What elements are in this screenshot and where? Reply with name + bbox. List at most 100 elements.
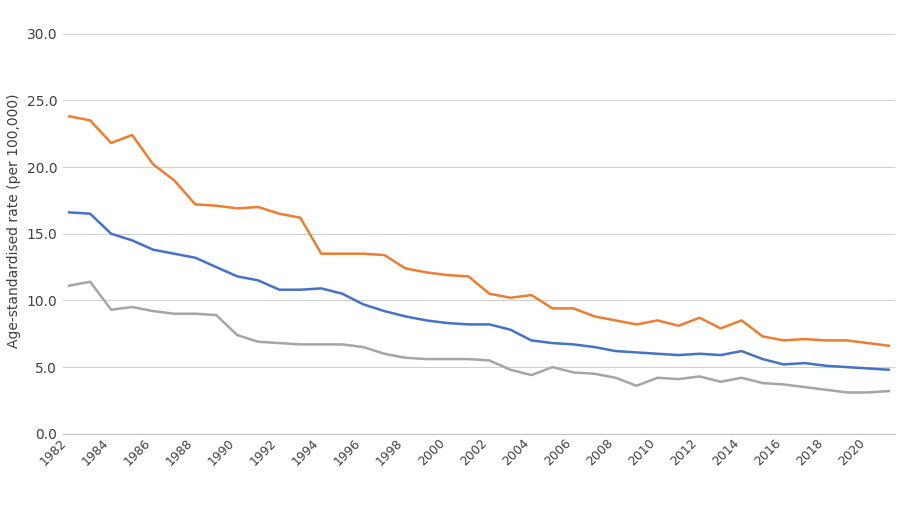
Females bbox=[526, 372, 537, 378]
Y-axis label: Age-standardised rate (per 100,000): Age-standardised rate (per 100,000) bbox=[7, 93, 21, 348]
Males bbox=[589, 313, 600, 320]
Females bbox=[610, 375, 621, 381]
Females bbox=[85, 279, 96, 285]
Males bbox=[799, 336, 810, 342]
Females bbox=[64, 282, 75, 289]
Females bbox=[189, 311, 200, 317]
Males bbox=[211, 203, 222, 209]
Persons bbox=[64, 209, 75, 215]
Males bbox=[820, 337, 831, 343]
Persons bbox=[820, 362, 831, 369]
Females bbox=[568, 369, 579, 376]
Males bbox=[400, 265, 410, 271]
Persons bbox=[862, 365, 873, 371]
Persons bbox=[652, 351, 663, 357]
Females bbox=[715, 379, 726, 385]
Females bbox=[463, 356, 474, 362]
Males bbox=[842, 337, 852, 343]
Females bbox=[548, 364, 558, 370]
Females bbox=[842, 389, 852, 396]
Males bbox=[337, 251, 348, 257]
Persons bbox=[232, 273, 243, 279]
Line: Females: Females bbox=[69, 282, 888, 393]
Females bbox=[883, 388, 894, 394]
Females bbox=[253, 339, 263, 345]
Persons bbox=[189, 254, 200, 261]
Persons bbox=[253, 277, 263, 284]
Females bbox=[652, 375, 663, 381]
Females bbox=[169, 311, 179, 317]
Persons bbox=[842, 364, 852, 370]
Females bbox=[505, 367, 516, 373]
Males bbox=[778, 337, 789, 343]
Line: Males: Males bbox=[69, 116, 888, 346]
Males bbox=[673, 323, 684, 329]
Males bbox=[295, 215, 306, 221]
Males bbox=[736, 317, 747, 324]
Females bbox=[820, 387, 831, 393]
Persons bbox=[695, 351, 705, 357]
Line: Persons: Persons bbox=[69, 212, 888, 370]
Females bbox=[589, 371, 600, 377]
Persons bbox=[715, 352, 726, 358]
Persons bbox=[463, 321, 474, 327]
Males bbox=[274, 211, 285, 217]
Persons bbox=[274, 287, 285, 293]
Persons bbox=[442, 320, 453, 326]
Females bbox=[316, 341, 327, 348]
Females bbox=[106, 307, 116, 313]
Females bbox=[400, 354, 410, 361]
Males bbox=[862, 340, 873, 346]
Males bbox=[253, 204, 263, 210]
Persons bbox=[400, 313, 410, 320]
Females bbox=[736, 375, 747, 381]
Males bbox=[883, 343, 894, 349]
Females bbox=[631, 382, 642, 389]
Males bbox=[127, 132, 138, 138]
Persons bbox=[127, 237, 138, 243]
Males bbox=[106, 140, 116, 146]
Females bbox=[758, 380, 769, 386]
Males bbox=[64, 113, 75, 120]
Males bbox=[379, 252, 390, 258]
Persons bbox=[337, 290, 348, 297]
Males bbox=[421, 269, 432, 276]
Females bbox=[379, 351, 390, 357]
Males bbox=[652, 317, 663, 324]
Persons bbox=[295, 287, 306, 293]
Males bbox=[85, 117, 96, 123]
Males bbox=[715, 325, 726, 332]
Males bbox=[526, 292, 537, 298]
Females bbox=[799, 384, 810, 390]
Males bbox=[695, 315, 705, 321]
Persons bbox=[211, 264, 222, 270]
Persons bbox=[505, 326, 516, 333]
Females bbox=[337, 341, 348, 348]
Females bbox=[862, 389, 873, 396]
Males bbox=[358, 251, 369, 257]
Males bbox=[548, 305, 558, 312]
Females bbox=[358, 344, 369, 350]
Persons bbox=[85, 211, 96, 217]
Persons bbox=[106, 231, 116, 237]
Females bbox=[442, 356, 453, 362]
Males bbox=[148, 161, 159, 168]
Females bbox=[127, 304, 138, 310]
Persons bbox=[778, 361, 789, 368]
Males bbox=[189, 201, 200, 207]
Males bbox=[631, 321, 642, 327]
Males bbox=[232, 205, 243, 212]
Persons bbox=[568, 341, 579, 348]
Males bbox=[169, 177, 179, 184]
Females bbox=[778, 381, 789, 388]
Males bbox=[505, 295, 516, 301]
Persons bbox=[610, 348, 621, 354]
Persons bbox=[736, 348, 747, 354]
Persons bbox=[316, 285, 327, 291]
Persons bbox=[358, 301, 369, 307]
Males bbox=[442, 272, 453, 278]
Females bbox=[673, 376, 684, 382]
Females bbox=[484, 357, 495, 363]
Males bbox=[316, 251, 327, 257]
Females bbox=[211, 312, 222, 318]
